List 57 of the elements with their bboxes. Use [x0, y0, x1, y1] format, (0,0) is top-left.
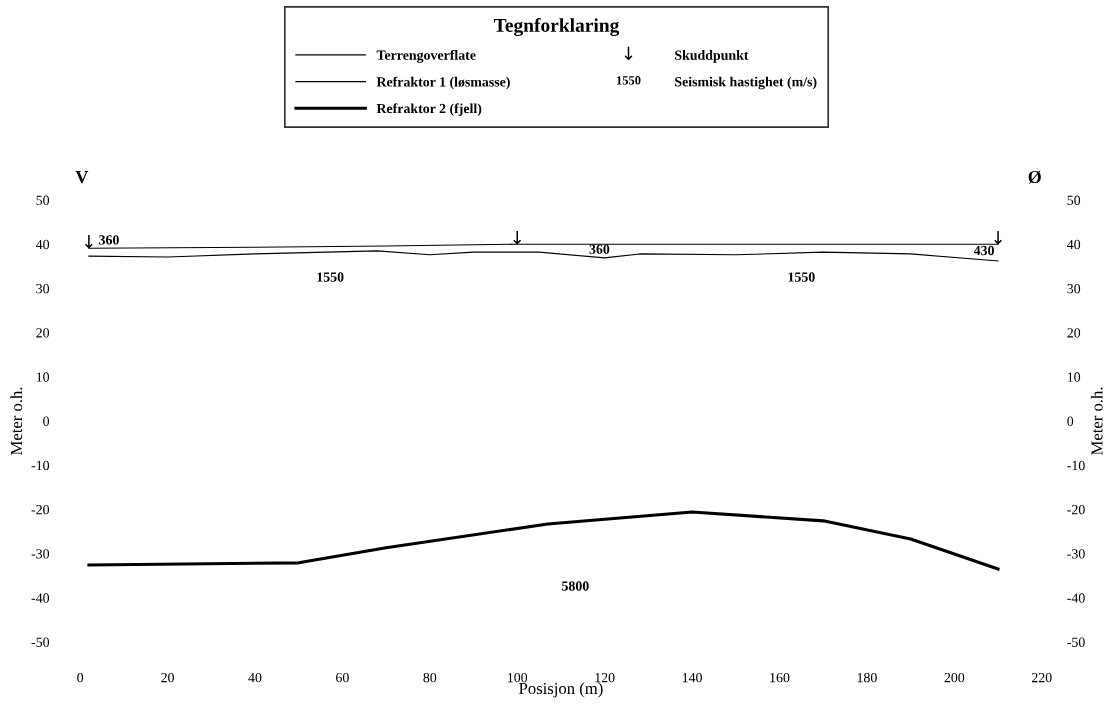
x-axis-title: Posisjon (m): [519, 682, 603, 698]
y2-tick-label: 0: [1067, 416, 1074, 426]
y-tick-label: 20: [36, 328, 50, 338]
annotation: ↓: [994, 231, 1002, 245]
legend-label: Refraktor 2 (fjell): [376, 103, 482, 117]
y2-tick-label: -20: [1067, 504, 1085, 515]
x-tick-label: 160: [770, 672, 790, 683]
x-tick-label: 80: [423, 672, 437, 683]
text: Seismisk hastighet (m/s): [675, 76, 817, 90]
annotation: ↓: [85, 235, 93, 249]
annotation: 5800: [562, 581, 589, 591]
x-tick-label: 0: [77, 672, 84, 683]
annotation: 1550: [788, 272, 815, 282]
y-tick-label: -40: [31, 593, 50, 603]
annotation: 1550: [317, 272, 344, 282]
x-tick-label: 60: [336, 672, 349, 683]
text: 1550: [617, 76, 641, 85]
y-tick-label: 40: [35, 239, 50, 250]
y2-tick-label: 20: [1067, 328, 1081, 338]
x-tick-label: 100: [508, 672, 528, 683]
y2-tick-label: 10: [1067, 372, 1081, 382]
text: ↓: [624, 46, 633, 60]
y-tick-label: 10: [36, 372, 50, 382]
y2-axis-title: Meter o.h.: [1090, 387, 1103, 455]
y-tick-label: -10: [31, 460, 50, 471]
text: V: [75, 171, 89, 184]
y2-tick-label: -40: [1067, 593, 1085, 603]
y2-tick-label: 40: [1067, 239, 1081, 250]
y-tick-label: -30: [31, 549, 50, 559]
legend-title: Tegnforklaring: [493, 18, 620, 37]
x-tick-label: 40: [248, 672, 262, 683]
y-tick-label: -50: [31, 637, 50, 647]
y2-tick-label: -30: [1067, 549, 1085, 559]
legend-label: Terrengoverflate: [376, 49, 476, 63]
x-tick-label: 120: [595, 672, 615, 683]
y-tick-label: -20: [31, 504, 50, 515]
text: Ø: [1028, 170, 1041, 184]
y2-tick-label: 50: [1067, 195, 1081, 205]
annotation: 360: [589, 244, 610, 254]
y-tick-label: 30: [36, 283, 50, 294]
y2-tick-label: 30: [1067, 283, 1081, 294]
y2-tick-label: -10: [1067, 460, 1085, 471]
y2-tick-label: -50: [1067, 637, 1085, 647]
x-tick-label: 140: [682, 672, 702, 683]
annotation: 360: [99, 235, 119, 245]
x-tick-label: 220: [1031, 672, 1052, 683]
y-tick-label: 50: [36, 195, 50, 205]
x-tick-label: 20: [161, 672, 174, 683]
annotation: 430: [973, 245, 994, 256]
legend-label: Refraktor 1 (løsmasse): [376, 76, 510, 90]
x-tick-label: 200: [944, 672, 965, 683]
line-series: [87, 510, 1000, 571]
y-axis-title: Meter o.h.: [10, 387, 23, 455]
y-tick-label: 0: [43, 416, 50, 426]
text: Skuddpunkt: [675, 50, 749, 63]
annotation: ↓: [513, 231, 522, 245]
x-tick-label: 180: [857, 672, 877, 683]
